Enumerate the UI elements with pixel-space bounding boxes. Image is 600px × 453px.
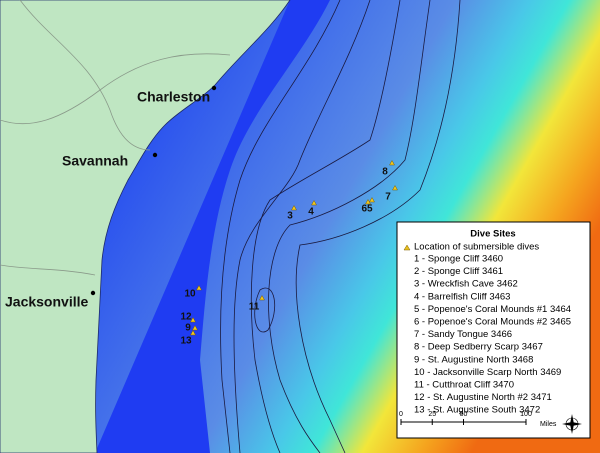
legend-entry: 7 - Sandy Tongue 3466 [414, 329, 512, 340]
legend-entry: 9 - St. Augustine North 3468 [414, 354, 533, 365]
scale-unit: Miles [540, 421, 557, 428]
legend-entry: 2 - Sponge Cliff 3461 [414, 266, 503, 277]
city-label: Savannah [62, 153, 128, 169]
city-dot [211, 85, 217, 91]
site-label: 3 [287, 211, 293, 222]
dive-marker [190, 329, 196, 336]
legend-entry: 11 - Cutthroat Cliff 3470 [414, 380, 514, 391]
dive-marker [259, 294, 265, 301]
scale-label: 50 [460, 411, 468, 418]
dive-marker [311, 199, 317, 206]
site-label: 8 [382, 167, 388, 178]
city-label: Charleston [137, 89, 210, 105]
legend-frame [396, 221, 591, 439]
dive-marker [365, 198, 371, 205]
dive-marker [192, 324, 198, 331]
dive-marker [369, 196, 375, 203]
dive-marker [389, 159, 395, 166]
legend-entry: 4 - Barrelfish Cliff 3463 [414, 291, 510, 302]
dive-marker [190, 316, 196, 323]
legend-marker-label: Location of submersible dives [414, 242, 539, 253]
legend-entry: 6 - Popenoe's Coral Mounds #2 3465 [414, 317, 571, 328]
site-label: 4 [308, 207, 314, 218]
site-label: 11 [249, 302, 260, 313]
contours [220, 0, 461, 453]
shelf [95, 0, 330, 453]
city-label: Jacksonville [5, 294, 88, 310]
legend-entry: 3 - Wreckfish Cave 3462 [414, 279, 518, 290]
dive-marker [291, 204, 297, 211]
legend: Dive Sites Location of submersible dives… [396, 221, 591, 439]
dive-marker [196, 284, 202, 291]
scale-label: 100 [520, 411, 532, 418]
city-dot [152, 152, 158, 158]
legend-title: Dive Sites [470, 229, 515, 240]
site-label: 12 [180, 312, 192, 323]
legend-entry: 5 - Popenoe's Coral Mounds #1 3464 [414, 304, 571, 315]
north-arrow [562, 414, 582, 434]
state-lines [0, 0, 231, 276]
legend-entry: 8 - Deep Sedberry Scarp 3467 [414, 342, 543, 353]
site-label: 9 [185, 323, 191, 334]
legend-marker [403, 244, 411, 251]
legend-entry: 12 - St. Augustine North #2 3471 [414, 392, 552, 403]
site-label: 10 [184, 289, 196, 300]
legend-entry: 1 - Sponge Cliff 3460 [414, 254, 503, 265]
site-label: 65 [361, 204, 373, 215]
land [0, 0, 291, 453]
site-label: 13 [180, 336, 192, 347]
dive-marker [392, 184, 398, 191]
city-dot [90, 290, 96, 296]
scale-label: 0 [399, 411, 403, 418]
scale-label: 25 [428, 411, 436, 418]
site-label: 7 [385, 192, 391, 203]
legend-entry: 10 - Jacksonville Scarp North 3469 [414, 367, 561, 378]
legend-entry: 13 - St. Augustine South 3472 [414, 405, 540, 416]
